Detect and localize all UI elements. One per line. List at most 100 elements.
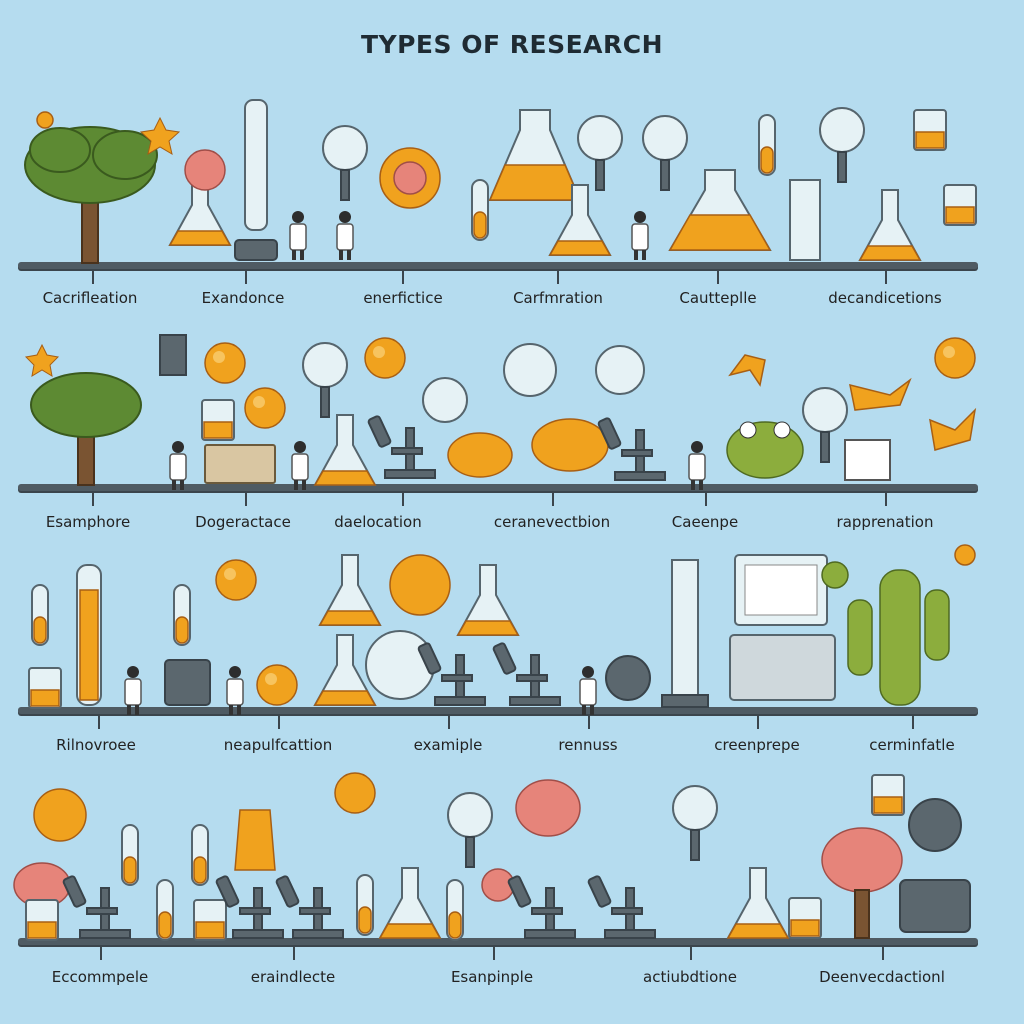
flask-icon bbox=[859, 189, 921, 261]
research-type-label: neapulfcattion bbox=[223, 736, 333, 754]
magnifier-icon bbox=[819, 107, 865, 183]
sun-icon bbox=[379, 147, 441, 209]
sun-icon bbox=[33, 788, 87, 842]
tick bbox=[912, 715, 914, 729]
beaker-icon bbox=[201, 399, 235, 441]
magnifier-icon bbox=[802, 387, 848, 463]
test-tube-icon bbox=[191, 824, 209, 886]
cylinder-icon bbox=[661, 559, 709, 708]
flask-icon bbox=[319, 554, 381, 626]
creature-icon bbox=[447, 418, 609, 478]
microscope-icon bbox=[586, 874, 656, 939]
scientist-icon bbox=[631, 210, 649, 261]
research-type-label: decandicetions bbox=[828, 289, 942, 307]
test-tube-icon bbox=[356, 874, 374, 936]
tick bbox=[293, 946, 295, 960]
test-tube-icon bbox=[471, 179, 489, 241]
magnifier-icon bbox=[447, 792, 493, 868]
flask-icon bbox=[488, 109, 582, 201]
frog-icon bbox=[726, 421, 804, 479]
flask-icon bbox=[668, 169, 772, 251]
microscope-icon bbox=[61, 874, 132, 939]
test-tube-icon bbox=[758, 114, 776, 176]
magnifier-icon bbox=[302, 342, 348, 418]
scientist-icon bbox=[336, 210, 354, 261]
shelf-row-4 bbox=[18, 938, 978, 945]
flask-icon bbox=[379, 867, 441, 939]
tick bbox=[690, 946, 692, 960]
tick bbox=[402, 492, 404, 506]
microscope-icon bbox=[274, 874, 344, 939]
research-type-label: Caeenpe bbox=[671, 513, 739, 531]
research-type-label: Deenvecdactionl bbox=[819, 968, 945, 986]
shelf-row-3 bbox=[18, 707, 978, 714]
beaker-icon bbox=[943, 184, 977, 226]
test-tube-icon bbox=[446, 879, 464, 941]
tick bbox=[92, 270, 94, 284]
microscope-icon bbox=[596, 416, 666, 481]
tick bbox=[717, 270, 719, 284]
cactus-icon bbox=[847, 569, 950, 706]
research-type-label: Cautteplle bbox=[679, 289, 757, 307]
flask-icon bbox=[314, 634, 376, 706]
butterfly-icon bbox=[728, 354, 766, 387]
research-type-label: enerfictice bbox=[363, 289, 443, 307]
scientist-icon bbox=[688, 440, 706, 491]
tick bbox=[98, 715, 100, 729]
test-tube-icon bbox=[173, 584, 191, 646]
orb-icon bbox=[244, 387, 286, 429]
research-type-label: rapprenation bbox=[836, 513, 934, 531]
beaker-icon bbox=[25, 899, 59, 941]
beaker-icon bbox=[28, 667, 62, 709]
research-type-label: Eccommpele bbox=[51, 968, 149, 986]
flask-icon bbox=[549, 184, 611, 256]
scientist-icon bbox=[169, 440, 187, 491]
flask-icon bbox=[727, 867, 789, 939]
tick bbox=[588, 715, 590, 729]
research-type-label: eraindlecte bbox=[250, 968, 336, 986]
research-type-label: Rilnovroee bbox=[56, 736, 136, 754]
scientist-icon bbox=[291, 440, 309, 491]
tick bbox=[245, 270, 247, 284]
flask-icon bbox=[314, 414, 376, 486]
test-tube-icon bbox=[121, 824, 139, 886]
tick bbox=[705, 492, 707, 506]
tick bbox=[92, 492, 94, 506]
research-type-label: ceranevectbion bbox=[493, 513, 611, 531]
research-type-label: Esanpinple bbox=[450, 968, 534, 986]
research-type-label: Carfmration bbox=[513, 289, 603, 307]
beaker-icon bbox=[871, 774, 905, 816]
tree-icon bbox=[24, 126, 158, 264]
tick bbox=[885, 270, 887, 284]
microscope-icon bbox=[506, 874, 576, 939]
magnifier-icon bbox=[642, 115, 688, 191]
research-type-label: actiubdtione bbox=[643, 968, 737, 986]
orb-icon bbox=[204, 342, 246, 384]
research-type-label: creenprepe bbox=[714, 736, 800, 754]
shelf-row-2 bbox=[18, 484, 978, 491]
tick bbox=[882, 946, 884, 960]
brain-icon bbox=[821, 827, 903, 939]
tick bbox=[100, 946, 102, 960]
shelf-row-1 bbox=[18, 262, 978, 269]
microscope-icon bbox=[416, 641, 486, 706]
tick bbox=[757, 715, 759, 729]
tick bbox=[885, 492, 887, 506]
machine-icon bbox=[164, 659, 211, 706]
microscope-icon bbox=[214, 874, 284, 939]
test-tube-icon bbox=[156, 879, 174, 941]
research-type-label: Dogeractace bbox=[195, 513, 291, 531]
bird-icon bbox=[849, 377, 912, 411]
beaker-icon bbox=[788, 897, 822, 939]
orb-icon bbox=[364, 337, 406, 379]
microscope-icon bbox=[491, 641, 561, 706]
flask-icon bbox=[169, 174, 231, 246]
scientist-icon bbox=[289, 210, 307, 261]
flask-icon bbox=[457, 564, 519, 636]
microscope-icon bbox=[234, 99, 278, 261]
tick bbox=[402, 270, 404, 284]
research-type-label: Cacrifleation bbox=[42, 289, 138, 307]
tick bbox=[245, 492, 247, 506]
research-type-label: daelocation bbox=[334, 513, 422, 531]
